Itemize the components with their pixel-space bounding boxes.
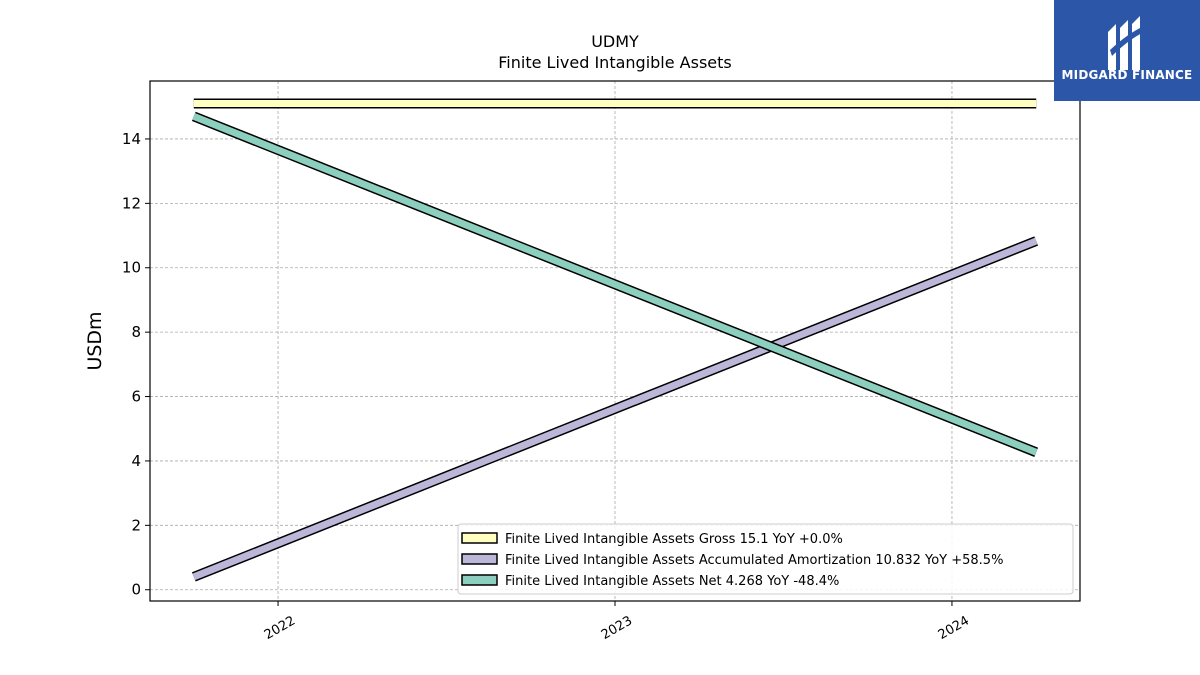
brand-logo: MIDGARD FINANCE — [1054, 0, 1200, 101]
y-tick-label: 10 — [122, 259, 141, 277]
y-tick-label: 8 — [131, 323, 141, 341]
legend-swatch — [461, 553, 498, 565]
y-axis-label: USDm — [84, 311, 106, 370]
x-tick-label: 2022 — [262, 613, 298, 643]
brand-name: MIDGARD FINANCE — [1061, 68, 1193, 82]
midgard-logo-icon — [1108, 16, 1144, 70]
y-tick-label: 0 — [131, 581, 141, 599]
legend: Finite Lived Intangible Assets Gross 15.… — [457, 523, 1074, 595]
x-tick-label: 2024 — [936, 613, 972, 643]
legend-label: Finite Lived Intangible Assets Accumulat… — [505, 553, 1003, 568]
y-tick-label: 14 — [122, 130, 141, 148]
legend-swatch — [461, 532, 498, 544]
legend-swatch — [461, 574, 498, 586]
y-tick-label: 4 — [131, 452, 141, 470]
y-tick-label: 2 — [131, 516, 141, 534]
x-axis-ticks: 2022 2023 2024 — [262, 601, 972, 643]
chart-subtitle: Finite Lived Intangible Assets — [498, 53, 731, 72]
y-tick-label: 6 — [131, 388, 141, 406]
series-line — [192, 113, 1038, 456]
y-axis-ticks: 0 2 4 6 8 10 12 14 — [122, 130, 150, 599]
legend-label: Finite Lived Intangible Assets Net 4.268… — [505, 574, 839, 589]
legend-label: Finite Lived Intangible Assets Gross 15.… — [505, 532, 843, 547]
y-tick-label: 12 — [122, 194, 141, 212]
series-line — [192, 237, 1038, 581]
series-lines — [191, 98, 1039, 582]
grid — [150, 81, 1080, 601]
legend-frame — [457, 523, 1074, 595]
x-tick-label: 2023 — [599, 613, 635, 643]
chart-title: UDMY — [591, 32, 639, 51]
